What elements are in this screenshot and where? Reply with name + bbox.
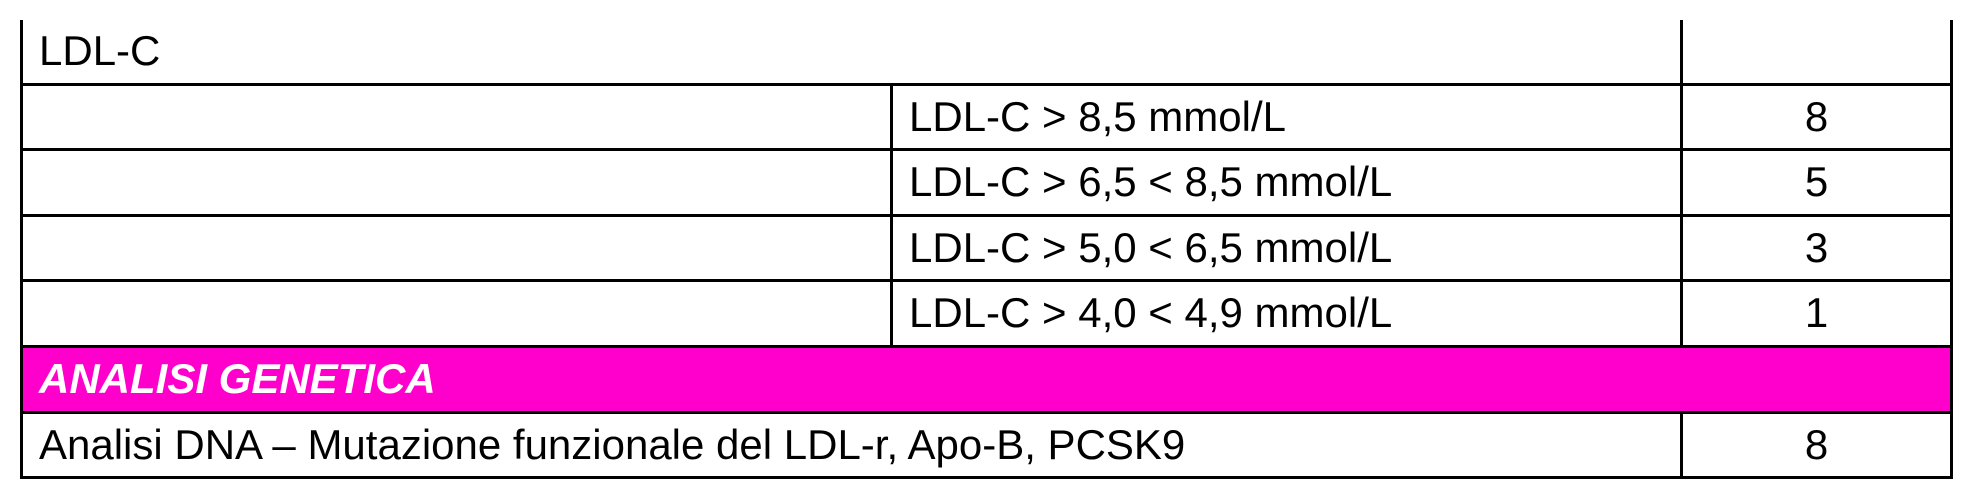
- ldl-scoring-table: LDL-C LDL-C > 8,5 mmol/L 8 LDL-C > 6,5 <…: [20, 20, 1953, 479]
- section-header-row: ANALISI GENETICA: [22, 346, 1952, 412]
- criteria-range-cell: LDL-C > 4,0 < 4,9 mmol/L: [892, 281, 1682, 347]
- criteria-range-cell: LDL-C > 5,0 < 6,5 mmol/L: [892, 215, 1682, 281]
- table-row: LDL-C: [22, 20, 1952, 84]
- score-cell: 8: [1682, 84, 1952, 150]
- criteria-label-cell: [22, 84, 892, 150]
- header-partial-cell: LDL-C: [22, 20, 1682, 84]
- table-row: Analisi DNA – Mutazione funzionale del L…: [22, 412, 1952, 478]
- score-cell: [1682, 20, 1952, 84]
- score-cell: 3: [1682, 215, 1952, 281]
- score-cell: 5: [1682, 150, 1952, 216]
- section-header-cell: ANALISI GENETICA: [22, 346, 1952, 412]
- criteria-label-cell: [22, 215, 892, 281]
- criteria-range-cell: LDL-C > 6,5 < 8,5 mmol/L: [892, 150, 1682, 216]
- criteria-label-cell: [22, 150, 892, 216]
- table-row: LDL-C > 8,5 mmol/L 8: [22, 84, 1952, 150]
- score-cell: 8: [1682, 412, 1952, 478]
- score-cell: 1: [1682, 281, 1952, 347]
- table-row: LDL-C > 6,5 < 8,5 mmol/L 5: [22, 150, 1952, 216]
- table-row: LDL-C > 4,0 < 4,9 mmol/L 1: [22, 281, 1952, 347]
- dna-analysis-label: Analisi DNA – Mutazione funzionale del L…: [22, 412, 1682, 478]
- table-row: LDL-C > 5,0 < 6,5 mmol/L 3: [22, 215, 1952, 281]
- criteria-range-cell: LDL-C > 8,5 mmol/L: [892, 84, 1682, 150]
- criteria-label-cell: [22, 281, 892, 347]
